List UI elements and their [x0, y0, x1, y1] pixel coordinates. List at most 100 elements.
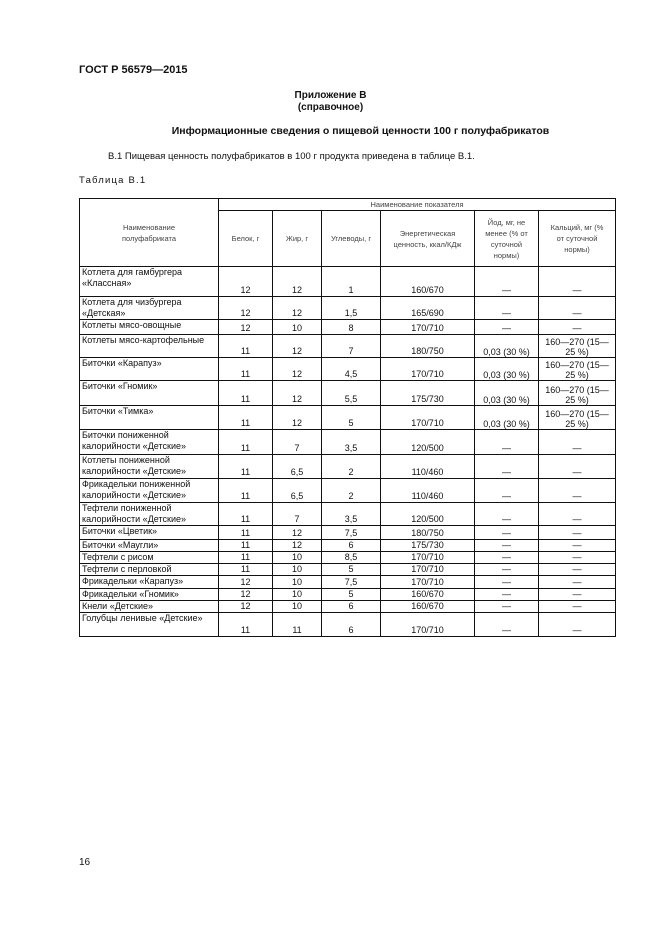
value-cell: 12: [218, 266, 273, 297]
value-cell: 11: [218, 551, 273, 564]
value-cell: —: [537, 266, 617, 297]
table-row: Котлета для чизбургера «Детская» 12 12 1,5 1…: [79, 296, 617, 320]
table-row: Тефтели пониженной калорийности «Детские…: [79, 502, 617, 526]
value-cell: 6: [321, 600, 381, 613]
value-cell: 160—270 (15—25 %): [537, 334, 617, 358]
value-cell: —: [474, 600, 539, 613]
value-cell: 160—270 (15—25 %): [537, 357, 617, 381]
column-header-protein: Белок, г: [218, 210, 273, 267]
value-cell: 7,5: [321, 525, 381, 540]
value-cell: 1,5: [321, 296, 381, 320]
value-cell: —: [537, 502, 617, 526]
value-cell: —: [537, 612, 617, 637]
column-header-fat: Жир, г: [272, 210, 322, 267]
value-cell: —: [474, 296, 539, 320]
table-row: Голубцы ленивые «Детские» 11 11 6 170/710— —: [79, 612, 617, 637]
table-row: Котлеты мясо-овощные 12 10 8 170/710— —: [79, 319, 617, 335]
value-cell: 6: [321, 539, 381, 552]
value-cell: 12: [272, 380, 322, 406]
value-cell: 180/750: [380, 334, 475, 358]
value-cell: 170/710: [380, 563, 475, 576]
value-cell: —: [474, 266, 539, 297]
column-header-iodine: Йод, мг, не менее (% от суточной нормы): [474, 210, 539, 267]
product-name-cell: Кнели «Детские»: [79, 600, 219, 613]
value-cell: 4,5: [321, 357, 381, 381]
value-cell: 170/710: [380, 319, 475, 335]
value-cell: 2: [321, 454, 381, 479]
intro-paragraph: В.1 Пищевая ценность полуфабрикатов в 10…: [108, 151, 475, 162]
value-cell: 10: [272, 575, 322, 589]
value-cell: —: [474, 502, 539, 526]
value-cell: 11: [218, 502, 273, 526]
table-row: Биточки «Маугли» 11 12 6 175/730— —: [79, 539, 617, 552]
value-cell: 7: [272, 429, 322, 455]
table-row: Тефтели с перловкой 11 10 5 170/710— —: [79, 563, 617, 576]
value-cell: 12: [218, 319, 273, 335]
value-cell: 170/710: [380, 357, 475, 381]
table-row: Котлета для гамбургера «Классная» 12 12 1 16…: [79, 266, 617, 297]
value-cell: 11: [218, 612, 273, 637]
value-cell: 11: [218, 380, 273, 406]
value-cell: —: [537, 525, 617, 540]
value-cell: —: [474, 575, 539, 589]
value-cell: 175/730: [380, 380, 475, 406]
value-cell: 10: [272, 319, 322, 335]
value-cell: 12: [272, 357, 322, 381]
table-row: Фрикадельки «Гномик» 12 10 5 160/670— —: [79, 588, 617, 601]
value-cell: —: [474, 454, 539, 479]
product-name-cell: Биточки «Цветик»: [79, 525, 219, 540]
value-cell: 12: [218, 575, 273, 589]
product-name-cell: Биточки пониженной калорийности «Детские…: [79, 429, 219, 455]
product-name-cell: Фрикадельки «Карапуз»: [79, 575, 219, 589]
value-cell: 120/500: [380, 502, 475, 526]
product-name-cell: Фрикадельки «Гномик»: [79, 588, 219, 601]
value-cell: 11: [272, 612, 322, 637]
value-cell: 11: [218, 539, 273, 552]
value-cell: —: [474, 478, 539, 503]
product-name-cell: Котлета для гамбургера «Классная»: [79, 266, 219, 297]
value-cell: 12: [272, 266, 322, 297]
section-heading: Информационные сведения о пищевой ценнос…: [171, 125, 550, 137]
product-name-cell: Биточки «Гномик»: [79, 380, 219, 406]
product-name-cell: Котлета для чизбургера «Детская»: [79, 296, 219, 320]
value-cell: —: [537, 296, 617, 320]
value-cell: 11: [218, 405, 273, 430]
value-cell: —: [474, 588, 539, 601]
value-cell: 110/460: [380, 478, 475, 503]
table-row: Биточки «Карапуз» 11 12 4,5 170/710 0,03 (30 …: [79, 357, 617, 381]
value-cell: 5: [321, 405, 381, 430]
value-cell: 5: [321, 563, 381, 576]
value-cell: —: [474, 563, 539, 576]
product-name-cell: Голубцы ленивые «Детские»: [79, 612, 219, 637]
value-cell: —: [537, 539, 617, 552]
value-cell: 180/750: [380, 525, 475, 540]
value-cell: —: [474, 319, 539, 335]
value-cell: 160—270 (15—25 %): [537, 380, 617, 406]
value-cell: —: [537, 563, 617, 576]
value-cell: 11: [218, 454, 273, 479]
value-cell: 7: [272, 502, 322, 526]
value-cell: —: [537, 429, 617, 455]
value-cell: —: [537, 575, 617, 589]
value-cell: —: [537, 319, 617, 335]
value-cell: 1: [321, 266, 381, 297]
value-cell: —: [537, 454, 617, 479]
table-row: Биточки «Тимка» 11 12 5 170/710 0,03 (30 %) 16…: [79, 405, 617, 430]
value-cell: 12: [218, 600, 273, 613]
table-row: Котлеты пониженной калорийности «Детские…: [79, 454, 617, 479]
value-cell: 11: [218, 563, 273, 576]
value-cell: 3,5: [321, 502, 381, 526]
value-cell: 3,5: [321, 429, 381, 455]
value-cell: 160—270 (15—25 %): [537, 405, 617, 430]
value-cell: 7: [321, 334, 381, 358]
value-cell: 10: [272, 563, 322, 576]
table-row: Биточки «Гномик» 11 12 5,5 175/730 0,03 (30 %…: [79, 380, 617, 406]
table-row: Кнели «Детские» 12 10 6 160/670— —: [79, 600, 617, 613]
value-cell: 2: [321, 478, 381, 503]
table-label: Таблица В.1: [79, 175, 147, 186]
table-row: Биточки пониженной калорийности «Детские…: [79, 429, 617, 455]
value-cell: 12: [272, 525, 322, 540]
table-row: Фрикадельки «Карапуз» 12 10 7,5 170/710— —: [79, 575, 617, 589]
value-cell: —: [474, 429, 539, 455]
value-cell: 11: [218, 429, 273, 455]
